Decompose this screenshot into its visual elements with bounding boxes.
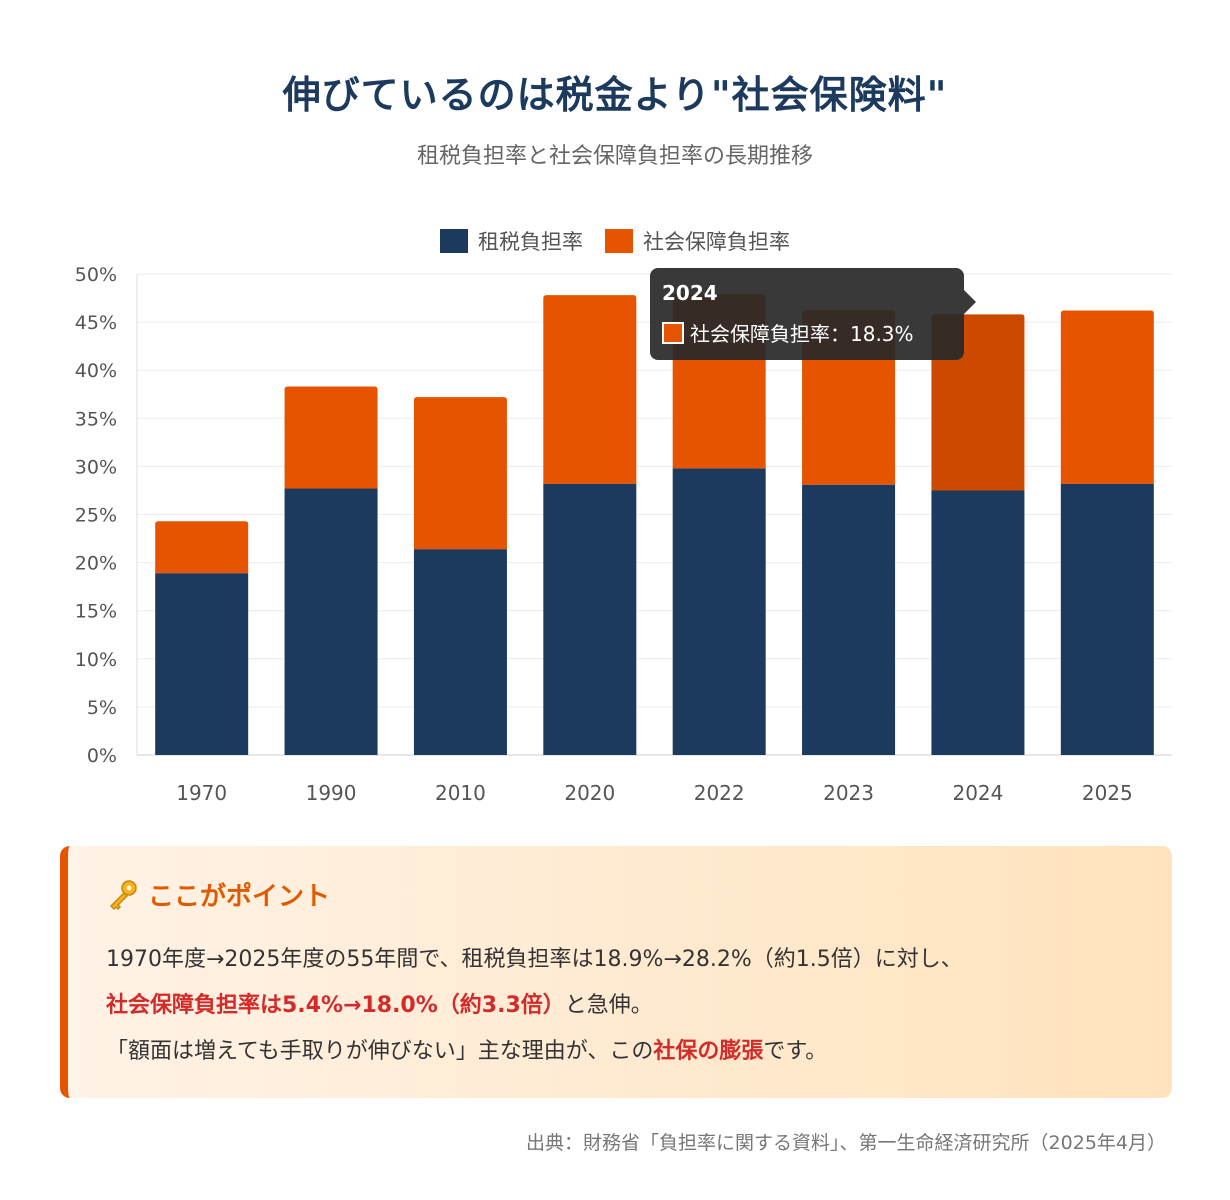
point-line-3-pre: 「額面は増えても手取りが伸びない」主な理由が、この [106,1039,654,1064]
point-line-2-highlight: 社会保障負担率は5.4%→18.0%（約3.3倍） [106,993,565,1018]
key-icon [106,878,140,912]
legend-item-social[interactable]: 社会保障負担率 [605,226,790,256]
y-tick-label: 40% [75,360,117,382]
y-tick-label: 35% [75,408,117,430]
bar-tax-2020 [543,483,637,755]
bar-tax-2025 [1060,483,1154,755]
bar-tax-2023 [802,484,896,755]
tooltip-row: 社会保障負担率：18.3% [662,318,952,347]
bar-social-2010 [413,397,507,550]
point-line-2: 社会保障負担率は5.4%→18.0%（約3.3倍）と急伸。 [106,983,1134,1029]
point-line-1: 1970年度→2025年度の55年間で、租税負担率は18.9%→28.2%（約1… [106,947,963,972]
tooltip: 2024 社会保障負担率：18.3% [650,268,976,360]
bar-social-1990 [284,386,378,489]
tooltip-swatch [662,321,684,344]
point-heading: ここがポイント [106,876,1134,913]
y-tick-label: 45% [75,312,117,334]
x-tick-label: 2024 [952,781,1003,805]
x-tick-label: 1970 [176,781,227,805]
source-note: 出典：財務省「負担率に関する資料」、第一生命経済研究所（2025年4月） [526,1132,1166,1154]
y-tick-label: 20% [75,553,117,575]
bar-social-2020 [543,295,637,484]
legend-label-tax: 租税負担率 [478,230,583,254]
bar-tax-1990 [284,488,378,755]
legend-swatch-social [605,229,633,253]
tooltip-year: 2024 [662,281,718,305]
point-box: ここがポイント 1970年度→2025年度の55年間で、租税負担率は18.9%→… [60,846,1172,1098]
bar-tax-2024 [931,490,1025,755]
point-line-3-post: です。 [763,1039,828,1064]
x-tick-label: 2023 [823,781,874,805]
chart-title: 伸びているのは税金より"社会保険料" [282,73,948,117]
x-tick-label: 2022 [694,781,745,805]
x-tick-label: 2025 [1082,781,1133,805]
bar-tax-1970 [155,573,249,755]
y-tick-label: 25% [75,505,117,527]
x-tick-label: 2020 [564,781,615,805]
point-line-2-rest: と急伸。 [564,993,653,1018]
point-line-3-highlight: 社保の膨張 [653,1039,764,1064]
stacked-bar-chart: 0% 5% 10% 15% 20% 25% 30% 35% 40% 45% 50% 1970 1990 2… [75,264,1172,805]
y-tick-label: 0% [87,745,117,767]
legend-label-social: 社会保障負担率 [643,230,790,254]
y-tick-label: 30% [75,456,117,478]
point-heading-text: ここがポイント [148,882,331,912]
legend: 租税負担率 社会保障負担率 [0,226,1230,256]
y-tick-label: 10% [75,649,117,671]
y-tick-label: 50% [75,264,117,286]
legend-item-tax[interactable]: 租税負担率 [440,226,583,256]
x-tick-label: 1990 [306,781,357,805]
chart-subtitle: 租税負担率と社会保障負担率の長期推移 [416,144,813,169]
bar-tax-2022 [672,468,766,755]
bar-social-2025 [1060,310,1154,484]
y-tick-label: 5% [87,697,117,719]
bar-tax-2010 [413,549,507,755]
point-body: 1970年度→2025年度の55年間で、租税負担率は18.9%→28.2%（約1… [106,937,1134,1075]
legend-swatch-tax [440,229,468,253]
bar-social-1970 [155,521,249,574]
x-tick-label: 2010 [435,781,486,805]
y-tick-label: 15% [75,601,117,623]
tooltip-label: 社会保障負担率：18.3% [690,322,914,346]
point-line-3: 「額面は増えても手取りが伸びない」主な理由が、この社保の膨張です。 [106,1029,1134,1075]
